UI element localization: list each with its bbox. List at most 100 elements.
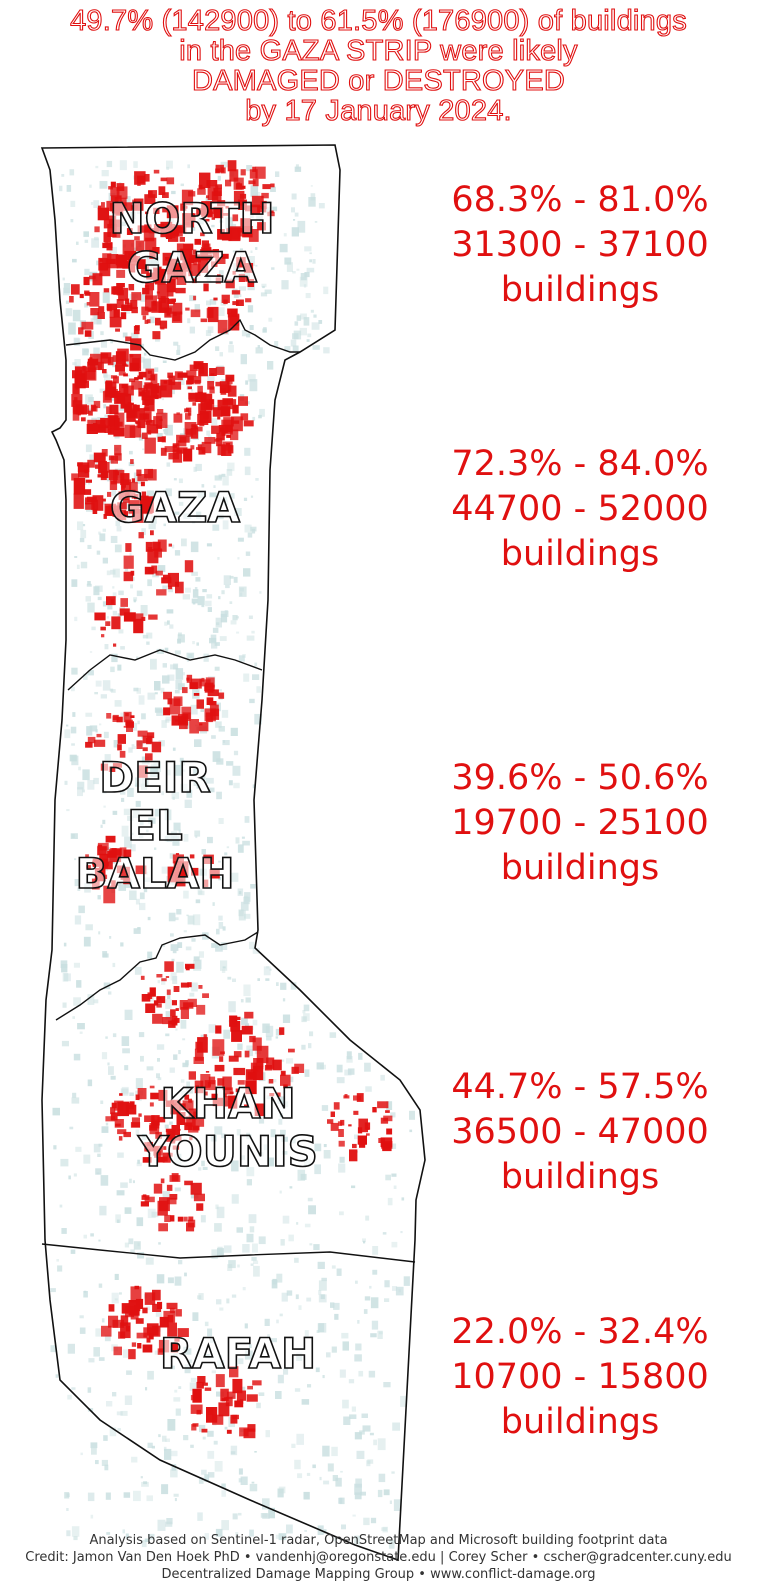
building-footprint [318,320,323,324]
building-footprint [294,1388,301,1392]
damaged-building [120,1322,131,1339]
building-footprint [82,524,86,527]
damaged-building [216,432,225,441]
building-footprint [83,936,91,947]
building-footprint [124,1065,129,1071]
building-footprint [123,808,130,816]
damaged-building [204,708,216,722]
building-footprint [165,1438,170,1442]
damaged-building [230,429,239,441]
building-footprint [180,183,184,187]
damaged-building [166,1198,177,1205]
damaged-building [255,166,266,179]
building-footprint [169,1067,175,1073]
building-footprint [97,895,101,900]
building-footprint [152,571,159,578]
damaged-building [253,1058,264,1070]
building-footprint [256,1402,261,1409]
damaged-building [116,716,123,723]
damaged-building [244,1050,250,1058]
damaged-building [114,444,122,456]
damaged-building [135,1318,144,1324]
building-footprint [141,1481,149,1487]
damaged-building [152,1289,161,1301]
building-footprint [186,914,189,917]
building-footprint [205,1354,210,1359]
damaged-building [147,732,155,739]
building-footprint [236,1227,243,1233]
building-footprint [249,941,255,950]
damaged-building [112,508,122,517]
building-footprint [141,756,150,765]
damaged-building [206,195,209,199]
building-footprint [228,1001,236,1013]
damaged-building [105,621,111,626]
damaged-building [163,691,172,700]
damaged-building [122,239,135,255]
building-footprint [135,777,142,787]
building-footprint [107,603,113,610]
building-footprint [256,686,261,693]
damaged-building [89,357,93,360]
damaged-building [201,441,212,454]
damaged-building [188,1125,199,1133]
building-footprint [139,835,144,839]
building-footprint [105,1122,109,1126]
building-footprint [259,408,265,417]
building-footprint [157,565,166,573]
building-footprint [254,1451,257,1453]
damaged-building [81,417,86,422]
damaged-building [143,407,150,411]
damaged-building [145,1003,156,1013]
damaged-building [108,1304,115,1312]
building-footprint [294,1459,301,1470]
building-footprint [166,769,171,776]
building-footprint [217,307,225,316]
damaged-building [104,241,108,247]
damaged-building [222,253,229,259]
building-footprint [101,501,106,505]
damaged-building [185,963,195,969]
building-footprint [286,1524,293,1534]
building-footprint [243,497,248,501]
damaged-building [187,386,192,390]
building-footprint [114,1298,118,1301]
building-footprint [119,1292,122,1295]
damaged-building [215,381,221,387]
damaged-building [126,228,133,235]
building-footprint [367,1459,374,1464]
damaged-building [120,598,128,607]
damaged-building [96,424,106,433]
building-footprint [95,165,99,169]
damaged-building [181,706,192,720]
building-footprint [165,1011,171,1020]
damaged-building [113,427,125,437]
building-footprint [161,791,165,796]
damaged-building [245,276,250,282]
damaged-building [102,498,106,502]
building-footprint [128,462,135,467]
building-footprint [244,466,251,476]
building-footprint [202,589,207,593]
damaged-building [228,1055,239,1062]
building-footprint [100,694,107,699]
building-footprint [354,1535,361,1545]
building-footprint [244,913,251,919]
building-footprint [195,577,201,582]
damaged-building [146,424,159,434]
building-footprint [275,1391,282,1399]
damaged-building [116,269,126,278]
building-footprint [183,930,187,933]
building-footprint [127,787,134,797]
building-footprint [110,689,116,693]
damaged-building [176,412,180,415]
building-footprint [343,1416,351,1425]
damaged-building [192,1423,199,1427]
damaged-building [256,1045,269,1064]
damaged-building [115,364,125,372]
building-footprint [176,909,182,915]
building-footprint [59,185,63,192]
building-footprint [110,339,113,344]
footer-credit: Credit: Jamon Van Den Hoek PhD • vandenh… [25,1550,732,1565]
region-label-rafah: RAFAH [159,1328,317,1379]
